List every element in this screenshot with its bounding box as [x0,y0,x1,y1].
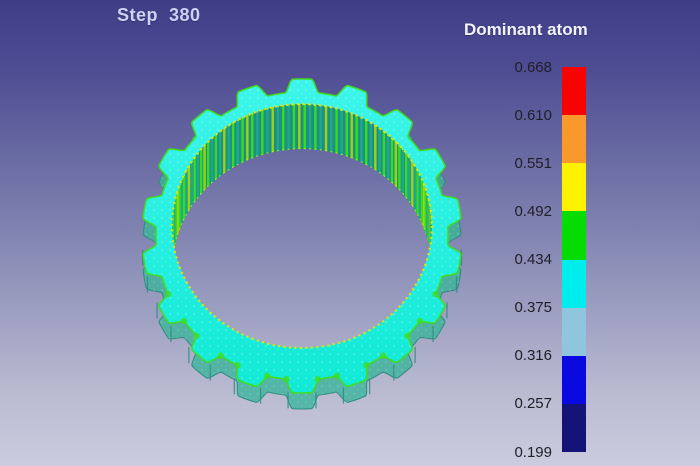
colorbar-block-3 [562,211,586,260]
colorbar-block-5 [562,307,586,357]
legend-title: Dominant atom [464,20,588,39]
color-legend: Dominant atom 0.668 0.610 0.551 0.492 0.434 0… [440,18,680,463]
colorbar-block-2 [562,163,586,212]
step-label: Step 380 [117,5,201,25]
colorbar-block-6 [562,355,586,405]
colorbar-tick: 0.668 [514,58,552,76]
colorbar-block-4 [562,259,586,309]
colorbar-block-1 [562,115,586,164]
colorbar-block-7 [562,403,586,453]
colorbar-tick: 0.610 [514,106,552,124]
colorbar-tick: 0.257 [514,395,552,413]
colorbar-tick: 0.316 [514,347,552,365]
colorbar-tick: 0.434 [514,251,552,268]
colorbar-block-0 [562,67,586,116]
colorbar-tick: 0.375 [514,299,552,317]
colorbar-tick: 0.492 [514,202,552,220]
colorbar-tick: 0.551 [514,154,552,172]
colorbar-tick: 0.199 [514,443,552,461]
